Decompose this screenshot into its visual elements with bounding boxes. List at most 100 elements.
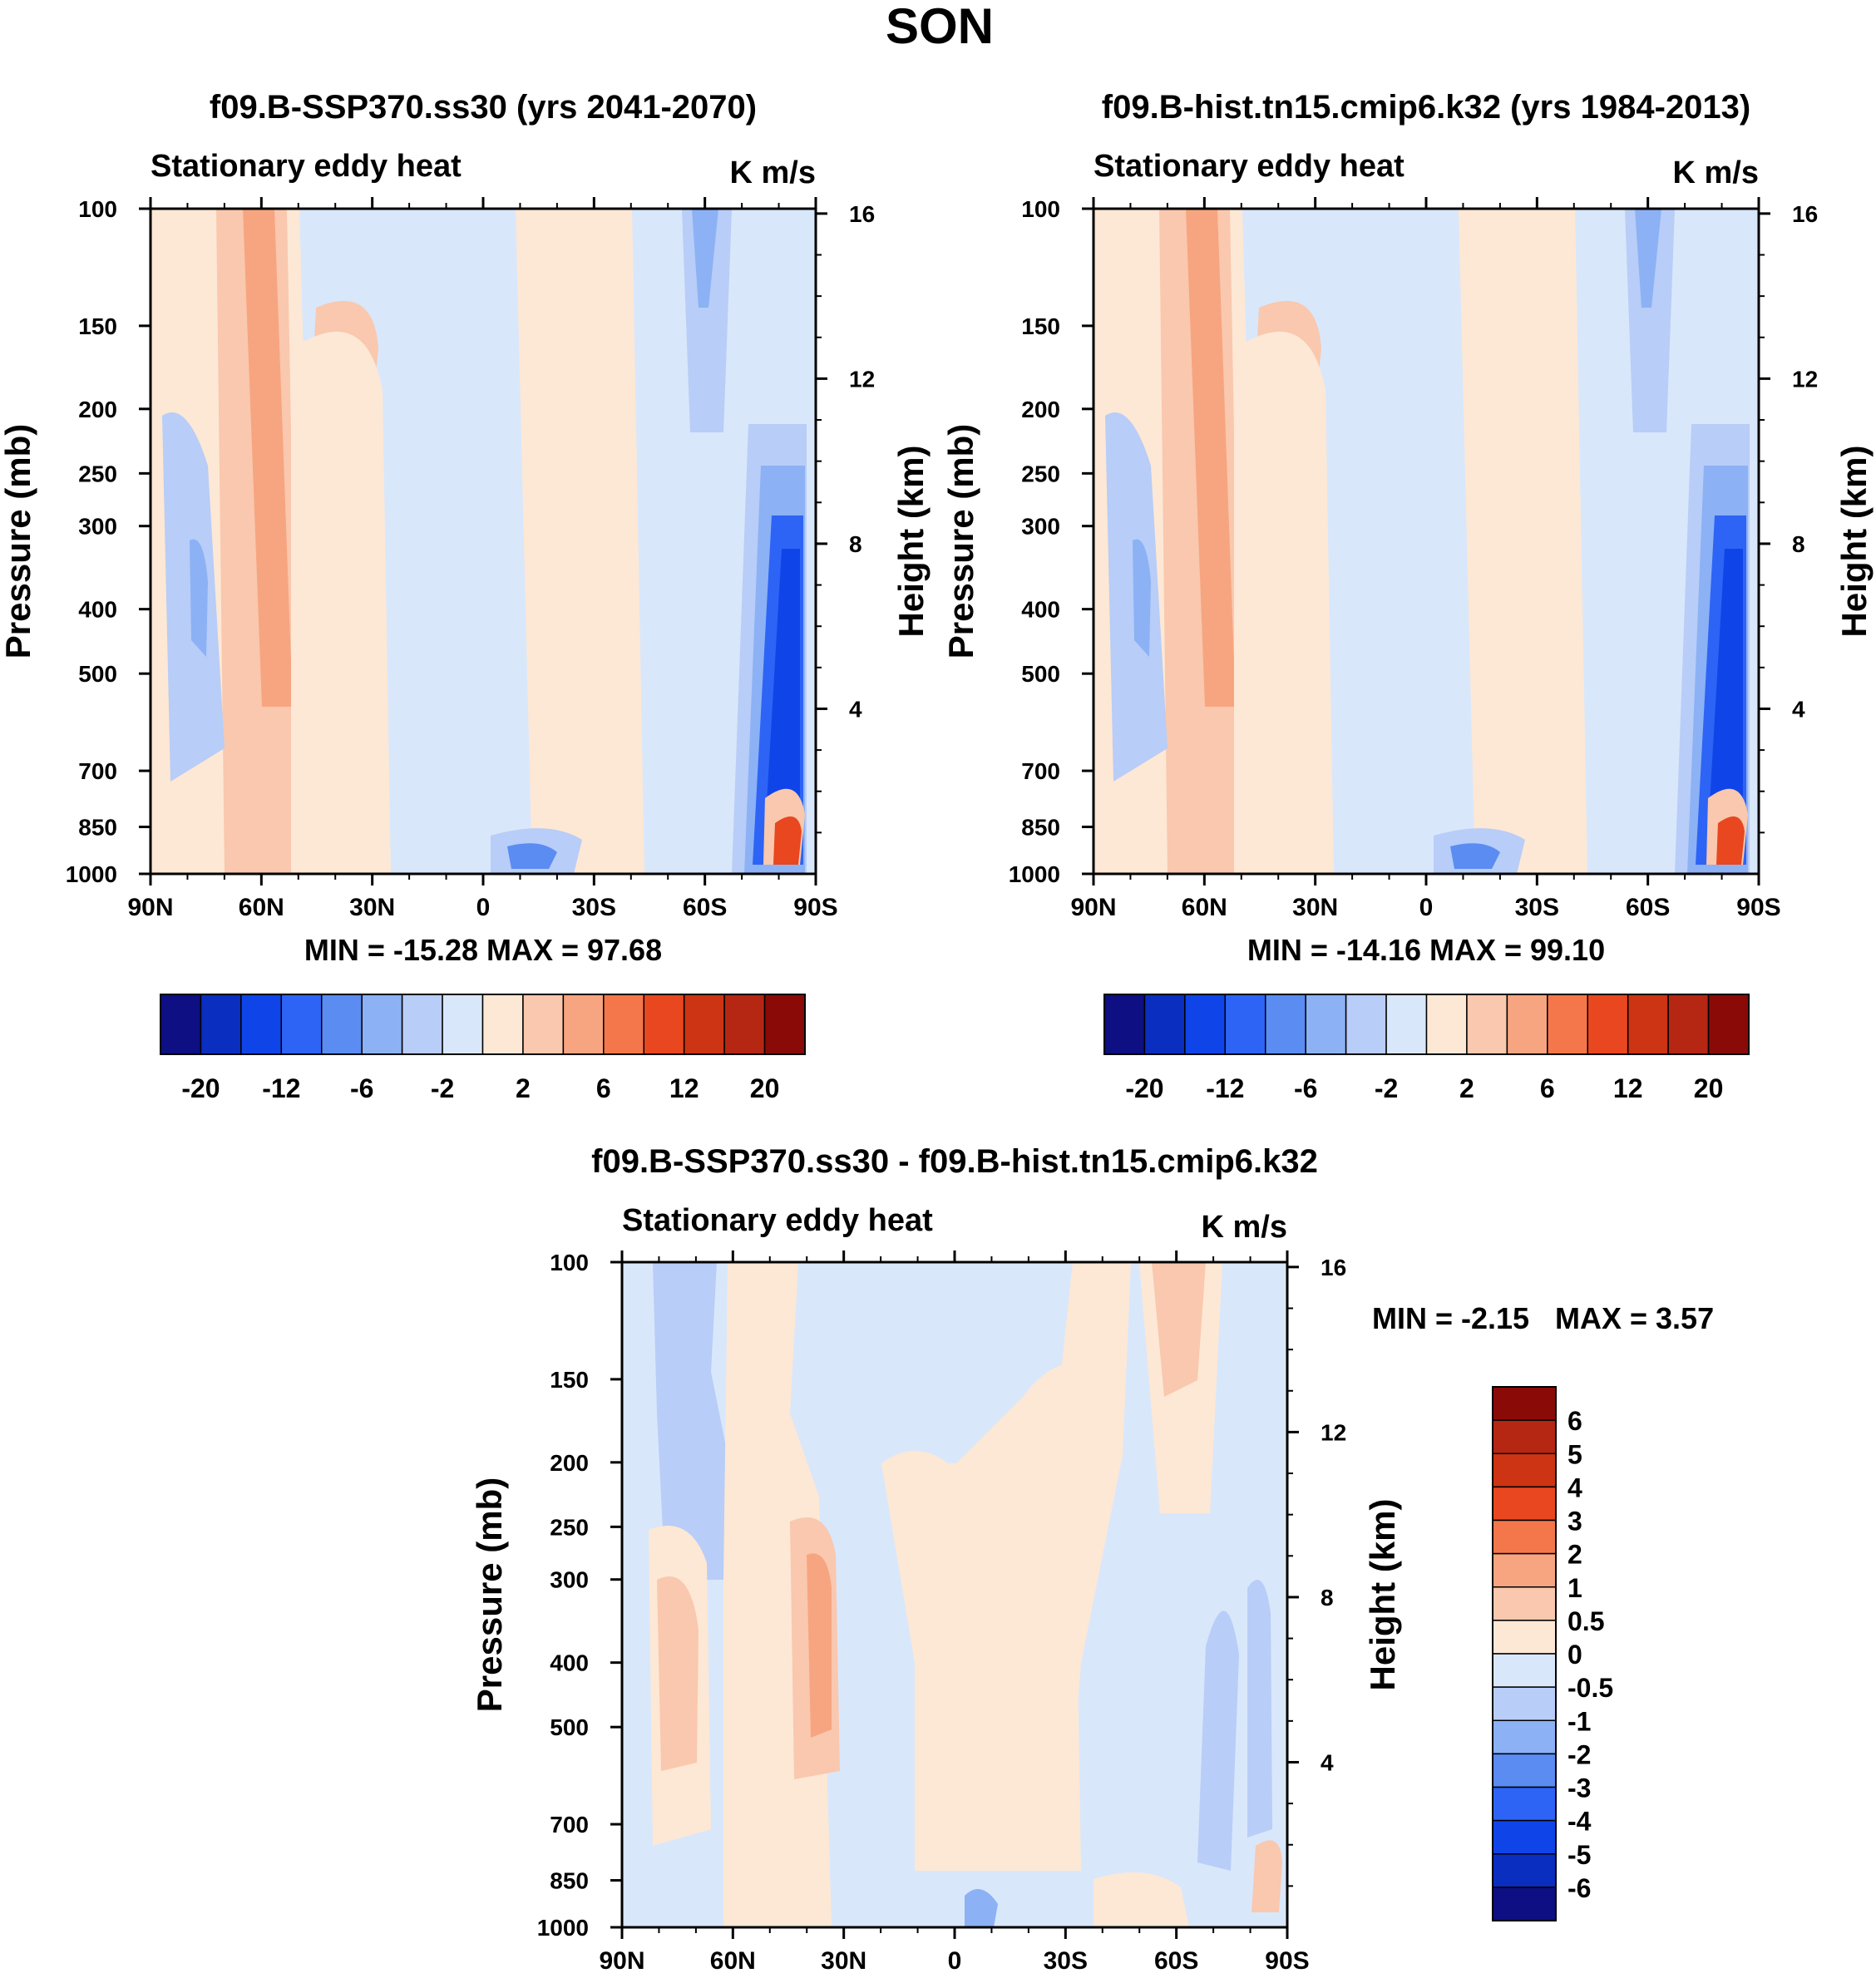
panel-difference-xtick-label: 90S (1265, 1947, 1309, 1975)
panel-historical-colorbar-box (1627, 994, 1669, 1055)
panel-scenario-ytick-label: 200 (78, 397, 117, 422)
panel-difference-ytick-label: 250 (550, 1514, 589, 1540)
panel-historical-colorbar-box (1184, 994, 1227, 1055)
panel-difference-colorbar-label: -1 (1567, 1706, 1591, 1736)
panel-difference-ytick-right-label: 8 (1321, 1585, 1334, 1611)
panel-historical-field (1094, 209, 1759, 874)
panel-historical-colorbar-label: 6 (1540, 1073, 1555, 1103)
panel-scenario-xticks: 90N 60N 30N 0 30S 60S 90S (127, 197, 838, 921)
panel-scenario-subtitle-right: K m/s (730, 155, 816, 190)
panel-difference-ytick-label: 850 (550, 1868, 589, 1894)
panel-difference-colorbar-label: 6 (1567, 1406, 1582, 1436)
panel-difference-ylabel-right: Height (km) (1363, 1499, 1402, 1691)
panel-difference-ytick-label: 150 (550, 1367, 589, 1393)
panel-historical-ytick-label: 400 (1021, 597, 1060, 623)
panel-scenario: f09.B-SSP370.ss30 (yrs 2041-2070) Statio… (0, 89, 931, 1103)
panel-difference-xtick-label: 90N (599, 1947, 644, 1975)
panel-scenario-ytick-right-label: 12 (849, 366, 875, 392)
panel-difference-colorbar-label: -2 (1567, 1739, 1591, 1769)
panel-difference-colorbar-box (1492, 1453, 1557, 1488)
panel-historical-colorbar-box (1707, 994, 1750, 1055)
panel-scenario-ytick-label: 400 (78, 597, 117, 623)
panel-scenario-colorbar-frame (160, 994, 806, 1055)
panel-historical-colorbar-box (1385, 994, 1428, 1055)
panel-historical-colorbar-label: 2 (1459, 1073, 1474, 1103)
panel-difference-colorbar-box (1492, 1786, 1557, 1822)
panel-historical-xtick-label: 60N (1182, 894, 1227, 921)
panel-difference-ytick-label: 300 (550, 1567, 589, 1593)
panel-scenario-colorbar-label: -12 (262, 1073, 300, 1103)
panel-difference-colorbar-box (1492, 1753, 1557, 1788)
panel-historical-ytick-right-label: 16 (1792, 201, 1818, 227)
panel-historical-colorbar-box (1466, 994, 1508, 1055)
panel-historical-title: f09.B-hist.tn15.cmip6.k32 (yrs 1984-2013… (1102, 89, 1750, 126)
panel-difference-subtitle-left: Stationary eddy heat (622, 1203, 933, 1238)
panel-historical-ytick-right-label: 4 (1792, 696, 1805, 722)
figure-title: SON (886, 0, 994, 54)
panel-scenario-xtick-label: 60S (683, 894, 727, 921)
panel-historical-colorbar: -20 -12 -6 -2 2 6 12 20 (1103, 994, 1750, 1103)
panel-scenario-ytick-right-label: 16 (849, 201, 875, 227)
panel-difference-colorbar-box (1492, 1887, 1557, 1921)
panel-scenario-yticks: 100 150 200 250 300 400 500 700 850 1000 (66, 196, 151, 887)
panel-scenario-colorbar-box (562, 994, 605, 1055)
panel-difference-colorbar-box (1492, 1419, 1557, 1454)
panel-difference-title: f09.B-SSP370.ss30 - f09.B-hist.tn15.cmip… (591, 1143, 1318, 1180)
panel-difference-colorbar-label: 3 (1567, 1507, 1582, 1537)
panel-historical-ytick-label: 250 (1021, 461, 1060, 486)
panel-scenario-colorbar-box (160, 994, 202, 1055)
panel-historical-colorbar-frame (1103, 994, 1750, 1055)
panel-difference-stats-max: MAX = 3.57 (1555, 1301, 1714, 1335)
panel-difference-colorbar-box (1492, 1653, 1557, 1688)
panel-historical-xtick-label: 90N (1070, 894, 1116, 921)
panel-difference-stats-min: MIN = -2.15 (1372, 1301, 1529, 1335)
panel-scenario-colorbar-box (401, 994, 443, 1055)
panel-difference-colorbar-box (1492, 1519, 1557, 1555)
panel-difference-colorbar-label: 0.5 (1567, 1606, 1604, 1636)
panel-difference-xticks: 90N 60N 30N 0 30S 60S 90S (599, 1250, 1310, 1975)
panel-historical-colorbar-box (1425, 994, 1468, 1055)
panel-scenario-colorbar: -20 -12 -6 -2 2 6 12 20 (160, 994, 806, 1103)
panel-scenario-stats: MIN = -15.28 MAX = 97.68 (304, 933, 662, 967)
panel-historical-colorbar-box (1265, 994, 1306, 1055)
panel-scenario-ytick-label: 150 (78, 313, 117, 339)
panel-scenario-colorbar-box (643, 994, 685, 1055)
panel-historical-ytick-right-label: 8 (1792, 531, 1805, 557)
panel-historical-xtick-label: 30N (1292, 894, 1338, 921)
panel-historical-ytick-label: 500 (1021, 661, 1060, 687)
panel-difference-ytick-label: 700 (550, 1812, 589, 1837)
panel-scenario-colorbar-label: 20 (750, 1073, 780, 1103)
panel-scenario-colorbar-box (240, 994, 283, 1055)
panel-scenario-title: f09.B-SSP370.ss30 (yrs 2041-2070) (210, 89, 757, 126)
panel-difference-colorbar-box (1492, 1552, 1557, 1588)
panel-scenario-ytick-label: 500 (78, 661, 117, 687)
panel-historical-ylabel: Pressure (mb) (941, 424, 980, 659)
panel-difference-yticks: 100 150 200 250 300 400 500 700 850 1000 (537, 1250, 622, 1941)
panel-scenario-colorbar-box (481, 994, 524, 1055)
panel-difference-ytick-label: 100 (550, 1250, 589, 1275)
panel-historical-colorbar-box (1103, 994, 1146, 1055)
panel-difference-field (622, 1262, 1287, 1927)
panel-difference-ytick-label: 1000 (537, 1915, 589, 1941)
panel-scenario-ytick-label: 700 (78, 758, 117, 784)
panel-historical-ytick-label: 200 (1021, 397, 1060, 422)
panel-scenario-subtitle-left: Stationary eddy heat (151, 149, 462, 184)
panel-difference-colorbar-label: 5 (1567, 1439, 1582, 1469)
panel-historical-ytick-label: 100 (1021, 196, 1060, 222)
panel-difference-colorbar-box (1492, 1586, 1557, 1621)
panel-scenario-yticks-right: 16 12 8 4 (816, 201, 875, 834)
panel-scenario-colorbar-box (200, 994, 242, 1055)
panel-difference-colorbar-frame (1492, 1386, 1557, 1921)
panel-historical-colorbar-box (1143, 994, 1186, 1055)
panel-difference-subtitle-right: K m/s (1202, 1210, 1287, 1245)
panel-difference-colorbar-box (1492, 1853, 1557, 1888)
panel-historical-ytick-right-label: 12 (1792, 366, 1818, 392)
panel-difference-colorbar-box (1492, 1819, 1557, 1855)
panel-historical-colorbar-box (1345, 994, 1387, 1055)
panel-historical-subtitle-right: K m/s (1673, 155, 1759, 190)
panel-scenario-xtick-label: 60N (239, 894, 284, 921)
panel-historical-colorbar-label: -12 (1206, 1073, 1244, 1103)
panel-difference-colorbar-label: 2 (1567, 1540, 1582, 1570)
